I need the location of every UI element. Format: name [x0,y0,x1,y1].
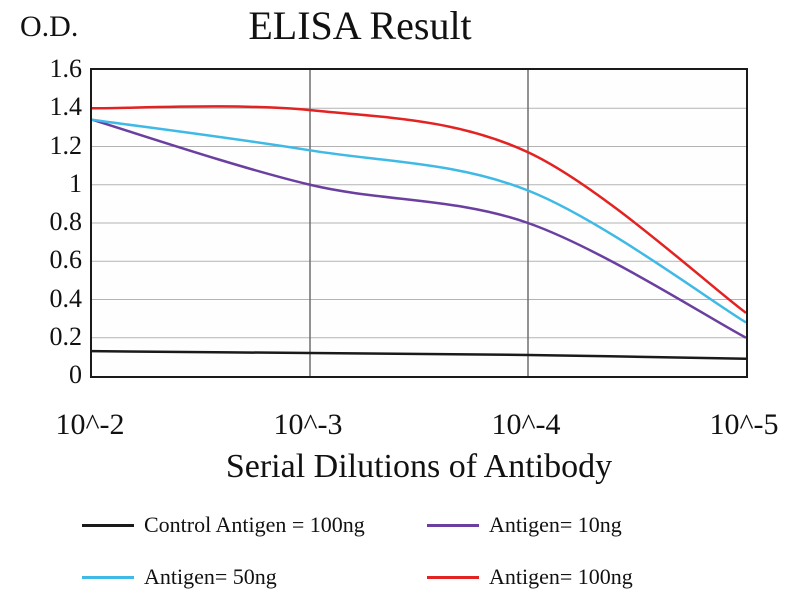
x-tick-label: 10^-2 [55,408,125,441]
legend-item-3: Antigen= 100ng [427,564,772,590]
y-tick-label: 1.2 [49,130,83,160]
legend-item-1: Antigen= 10ng [427,512,772,538]
series-line-1 [92,118,746,339]
legend-item-0: Control Antigen = 100ng [82,512,427,538]
legend-item-2: Antigen= 50ng [82,564,427,590]
y-tick-label: 0 [69,360,82,389]
plot-canvas [92,70,746,376]
x-tick-label: 10^-4 [491,408,561,441]
legend: Control Antigen = 100ng Antigen= 10ng Anti… [82,512,772,590]
y-tick-label: 0.2 [49,321,83,351]
legend-label: Antigen= 100ng [489,564,633,589]
series-line-3 [92,105,746,314]
legend-label: Control Antigen = 100ng [144,512,365,537]
y-axis-label: O.D. [20,10,79,43]
y-tick-label: 1.4 [49,92,83,122]
plot-area [90,68,748,378]
legend-swatch-line [427,575,479,579]
series-line-0 [92,349,746,361]
series-line-2 [92,118,746,324]
x-axis-title: Serial Dilutions of Antibody [225,448,613,485]
x-tick-label: 10^-5 [709,408,779,441]
y-tick-label: 0.6 [49,245,83,275]
y-tick-label: 0.4 [49,283,83,313]
legend-label: Antigen= 10ng [489,512,622,537]
y-tick-label: 1 [69,168,82,198]
x-tick-label: 10^-3 [273,408,343,441]
y-tick-label: 0.8 [49,207,83,236]
legend-swatch-line [427,523,479,527]
legend-swatch-line [82,575,134,579]
legend-label: Antigen= 50ng [144,564,277,589]
chart-title: ELISA Result [248,3,472,48]
legend-swatch-line [82,523,134,527]
y-tick-label: 1.6 [49,54,83,83]
